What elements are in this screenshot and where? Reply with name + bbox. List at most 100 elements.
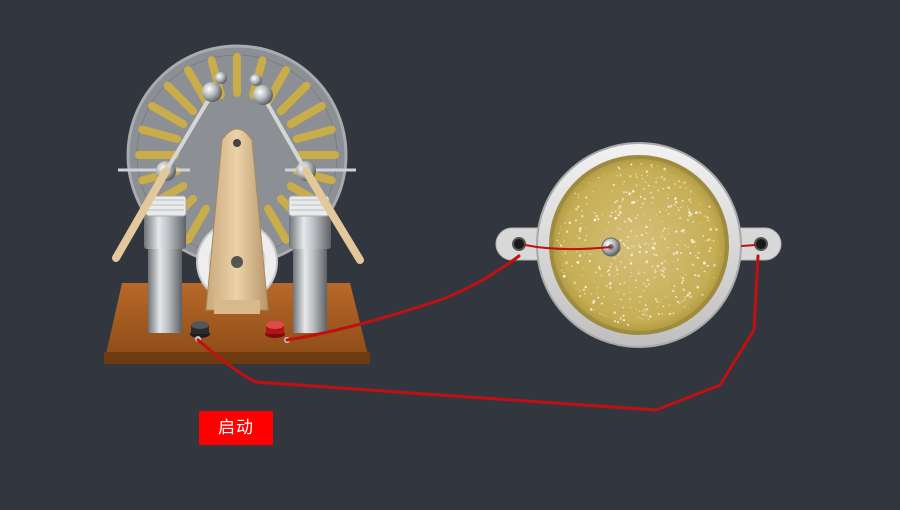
particle xyxy=(688,211,691,214)
particle xyxy=(630,192,633,194)
particle xyxy=(638,244,640,247)
particle xyxy=(663,271,665,273)
particle xyxy=(679,276,681,278)
particle xyxy=(611,190,613,192)
particle xyxy=(609,286,612,289)
particle xyxy=(685,274,687,276)
particle xyxy=(663,237,666,240)
particle xyxy=(690,216,692,218)
particle xyxy=(610,281,612,283)
red-terminal[interactable] xyxy=(265,321,290,343)
particle xyxy=(684,296,687,299)
particle xyxy=(658,177,660,179)
particle xyxy=(622,314,625,317)
particle xyxy=(682,288,686,292)
particle xyxy=(656,306,659,308)
particle xyxy=(643,213,645,215)
particle xyxy=(701,293,704,297)
oil-particles xyxy=(556,162,721,327)
particle xyxy=(578,295,582,298)
particle xyxy=(680,206,682,209)
particle xyxy=(643,272,645,274)
particle xyxy=(645,285,648,288)
particle xyxy=(585,235,588,237)
particle xyxy=(696,285,700,289)
particle xyxy=(641,174,643,177)
particle xyxy=(578,227,582,230)
particle xyxy=(662,187,665,190)
particle xyxy=(687,206,689,208)
particle xyxy=(597,218,600,221)
black-terminal[interactable] xyxy=(190,321,210,342)
particle xyxy=(641,310,644,312)
particle xyxy=(643,290,645,292)
particle xyxy=(667,213,670,215)
particle xyxy=(660,175,664,179)
particle xyxy=(698,257,700,259)
particle xyxy=(564,252,567,255)
particle xyxy=(589,182,591,184)
particle xyxy=(682,280,684,282)
particle xyxy=(590,308,593,311)
particle xyxy=(648,244,650,246)
particle xyxy=(653,276,656,279)
particle xyxy=(630,163,633,166)
particle xyxy=(708,205,711,208)
particle xyxy=(681,205,683,207)
particle xyxy=(632,245,635,248)
particle xyxy=(708,250,711,253)
particle xyxy=(662,220,664,222)
particle xyxy=(635,173,637,176)
particle xyxy=(712,240,715,242)
particle xyxy=(675,295,678,298)
particle xyxy=(626,246,630,249)
particle xyxy=(632,190,635,193)
particle xyxy=(562,264,564,266)
particle xyxy=(709,228,712,231)
particle xyxy=(689,190,692,193)
disc-sector xyxy=(148,102,188,128)
particle xyxy=(674,197,677,200)
particle xyxy=(649,315,652,318)
particle xyxy=(655,214,658,216)
particle xyxy=(616,229,618,231)
particle xyxy=(562,274,566,278)
particle xyxy=(593,218,597,222)
particle xyxy=(689,252,692,255)
particle xyxy=(594,212,596,214)
particle xyxy=(663,275,666,278)
particle xyxy=(615,200,618,203)
particle xyxy=(684,306,686,308)
particle xyxy=(653,242,656,245)
particle xyxy=(597,296,600,299)
particle xyxy=(628,192,631,195)
particle xyxy=(629,175,632,178)
particle xyxy=(623,220,627,224)
particle xyxy=(626,239,628,242)
particle xyxy=(643,282,645,285)
particle xyxy=(707,219,710,222)
particle xyxy=(654,297,658,301)
disc-sector xyxy=(292,125,336,143)
particle xyxy=(596,293,598,295)
particle xyxy=(592,301,595,304)
particle xyxy=(630,201,634,205)
particle xyxy=(635,308,637,311)
particle xyxy=(694,254,697,257)
particle xyxy=(578,229,582,233)
start-button[interactable]: 启动 xyxy=(199,411,273,445)
particle xyxy=(636,199,639,202)
particle xyxy=(620,200,623,203)
particle xyxy=(630,259,632,262)
particle xyxy=(630,306,632,308)
particle xyxy=(637,316,640,319)
particle xyxy=(589,253,592,256)
disc-sector xyxy=(163,81,198,116)
particle xyxy=(617,213,620,217)
particle xyxy=(647,318,650,320)
particle xyxy=(679,302,681,304)
particle xyxy=(584,238,587,242)
particle xyxy=(664,260,667,262)
particle xyxy=(574,219,577,222)
particle xyxy=(603,296,606,298)
